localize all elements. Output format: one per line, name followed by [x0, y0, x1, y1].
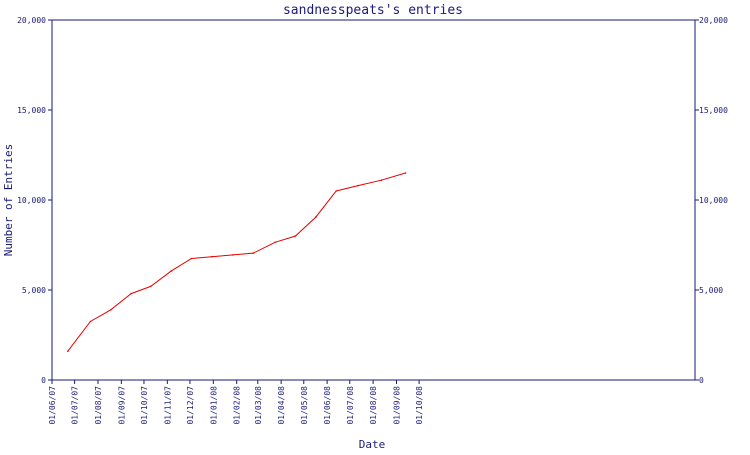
x-tick-label: 01/04/08 — [277, 386, 286, 425]
entries-data-point — [294, 235, 297, 237]
entries-data-point — [335, 190, 337, 192]
entries-data-point — [404, 172, 407, 174]
y-tick-label-right: 15,000 — [699, 106, 728, 115]
x-tick-label: 01/08/07 — [94, 386, 103, 425]
x-tick-label: 01/07/07 — [71, 386, 80, 425]
entries-data-point — [211, 255, 213, 258]
series-layer — [67, 172, 407, 353]
entries-data-point — [274, 241, 276, 244]
x-tick-label: 01/02/08 — [233, 386, 242, 425]
entries-data-point — [232, 254, 234, 256]
x-tick-label: 01/06/08 — [323, 386, 332, 425]
x-tick-label: 01/06/07 — [48, 386, 57, 425]
x-axis-label: Date — [359, 438, 386, 450]
x-tick-label: 01/05/08 — [300, 386, 309, 425]
entries-data-point — [149, 285, 152, 288]
y-tick-label-right: 0 — [699, 376, 704, 385]
y-tick-label-right: 10,000 — [699, 196, 728, 205]
entries-data-point — [109, 309, 112, 311]
x-tick-label: 01/01/08 — [209, 386, 218, 425]
y-tick-label-left: 0 — [41, 376, 46, 385]
x-tick-label: 01/10/08 — [415, 386, 424, 425]
y-tick-label-left: 10,000 — [17, 196, 46, 205]
entries-data-point — [89, 320, 92, 323]
x-tick-label: 01/12/07 — [186, 386, 195, 425]
x-tick-label: 01/10/07 — [140, 386, 149, 425]
entries-data-point — [357, 184, 359, 187]
x-tick-label: 01/08/08 — [369, 386, 378, 425]
entries-data-point — [315, 216, 317, 218]
y-tick-label-left: 15,000 — [17, 106, 46, 115]
entries-data-point — [380, 179, 383, 181]
x-tick-label: 01/09/07 — [117, 386, 126, 425]
x-tick-label: 01/07/08 — [346, 386, 355, 425]
y-tick-label-left: 5,000 — [22, 286, 46, 295]
entries-data-point — [190, 257, 193, 260]
x-tick-label: 01/11/07 — [163, 386, 172, 425]
chart-title: sandnesspeats's entries — [283, 3, 463, 18]
y-tick-label-right: 5,000 — [699, 286, 723, 295]
entries-data-point — [170, 270, 172, 272]
x-tick-label: 01/09/08 — [392, 386, 401, 425]
entries-data-point — [252, 252, 255, 254]
axes-layer: 0 0 5,000 5,000 10,000 10,000 15,000 15,000 20,0… — [17, 16, 728, 425]
entries-data-point — [67, 350, 69, 353]
y-axis-label: Number of Entries — [2, 144, 15, 257]
y-tick-label-right: 20,000 — [699, 16, 728, 25]
x-tick-label: 01/03/08 — [254, 386, 263, 425]
y-tick-label-left: 20,000 — [17, 16, 46, 25]
entries-data-point — [130, 292, 132, 295]
